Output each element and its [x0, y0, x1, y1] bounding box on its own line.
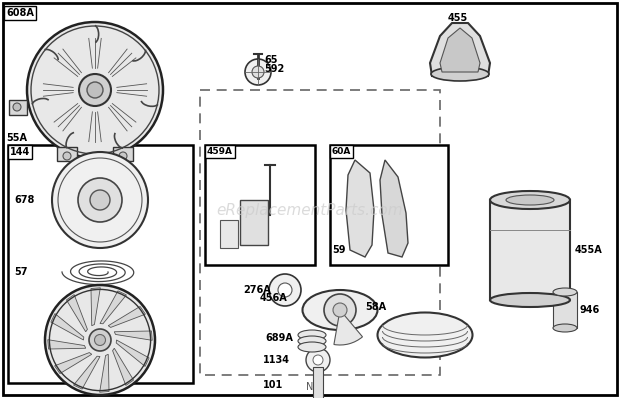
Ellipse shape — [490, 293, 570, 307]
Text: 1134: 1134 — [263, 355, 290, 365]
Circle shape — [245, 59, 271, 85]
Circle shape — [79, 74, 111, 106]
Text: 459A: 459A — [207, 147, 233, 156]
Bar — [330, 145, 448, 265]
Polygon shape — [100, 291, 126, 324]
Circle shape — [306, 348, 330, 372]
Circle shape — [78, 178, 122, 222]
Bar — [8, 145, 193, 383]
Polygon shape — [380, 160, 408, 257]
Polygon shape — [113, 348, 133, 385]
Bar — [490, 200, 570, 300]
Polygon shape — [116, 340, 149, 367]
Bar — [553, 292, 577, 328]
Polygon shape — [74, 356, 100, 389]
Text: 678: 678 — [14, 195, 34, 205]
Text: 144: 144 — [10, 147, 30, 157]
Circle shape — [313, 355, 323, 365]
Circle shape — [87, 82, 103, 98]
Circle shape — [278, 283, 292, 297]
Text: 55A: 55A — [6, 133, 27, 143]
Circle shape — [94, 334, 105, 345]
Bar — [200, 90, 440, 375]
Text: 592: 592 — [264, 64, 284, 74]
Text: 608A: 608A — [6, 8, 34, 18]
Bar — [313, 367, 323, 398]
Ellipse shape — [298, 330, 326, 340]
Text: 58A: 58A — [365, 302, 386, 312]
Ellipse shape — [506, 195, 554, 205]
Text: 101: 101 — [263, 380, 283, 390]
Polygon shape — [100, 354, 109, 392]
Circle shape — [252, 66, 264, 78]
Text: eReplacementParts.com: eReplacementParts.com — [216, 203, 404, 217]
Polygon shape — [55, 353, 92, 374]
Text: 276A: 276A — [243, 285, 271, 295]
Polygon shape — [9, 100, 27, 115]
Circle shape — [45, 285, 155, 395]
Circle shape — [119, 152, 127, 160]
Ellipse shape — [298, 342, 326, 352]
Text: 456A: 456A — [260, 293, 288, 303]
Wedge shape — [334, 310, 363, 345]
Polygon shape — [48, 339, 86, 349]
Circle shape — [63, 152, 71, 160]
Polygon shape — [91, 288, 100, 326]
Polygon shape — [430, 23, 490, 76]
Circle shape — [13, 103, 21, 111]
Circle shape — [52, 152, 148, 248]
Text: 60A: 60A — [332, 147, 352, 156]
Polygon shape — [108, 306, 146, 328]
Circle shape — [89, 329, 111, 351]
Circle shape — [333, 303, 347, 317]
Ellipse shape — [553, 288, 577, 296]
Ellipse shape — [490, 191, 570, 209]
Polygon shape — [66, 295, 87, 332]
Polygon shape — [346, 160, 374, 257]
Text: 946: 946 — [580, 305, 600, 315]
Bar — [113, 147, 133, 161]
Ellipse shape — [298, 336, 326, 346]
Text: N: N — [306, 382, 314, 392]
Circle shape — [90, 190, 110, 210]
Polygon shape — [114, 331, 153, 340]
Ellipse shape — [553, 324, 577, 332]
Bar — [57, 147, 77, 161]
Circle shape — [324, 294, 356, 326]
Bar — [205, 145, 315, 265]
Text: 57: 57 — [14, 267, 27, 277]
Text: 455: 455 — [448, 13, 468, 23]
Text: 59: 59 — [332, 245, 345, 255]
Ellipse shape — [431, 67, 489, 81]
Text: 65: 65 — [264, 55, 278, 65]
Text: 455A: 455A — [575, 245, 603, 255]
Text: 689A: 689A — [265, 333, 293, 343]
Circle shape — [269, 274, 301, 306]
Bar — [240, 200, 268, 245]
Polygon shape — [440, 28, 480, 72]
Polygon shape — [51, 314, 84, 340]
Ellipse shape — [378, 312, 472, 357]
Ellipse shape — [303, 290, 378, 330]
Circle shape — [27, 22, 163, 158]
Bar — [220, 220, 238, 248]
